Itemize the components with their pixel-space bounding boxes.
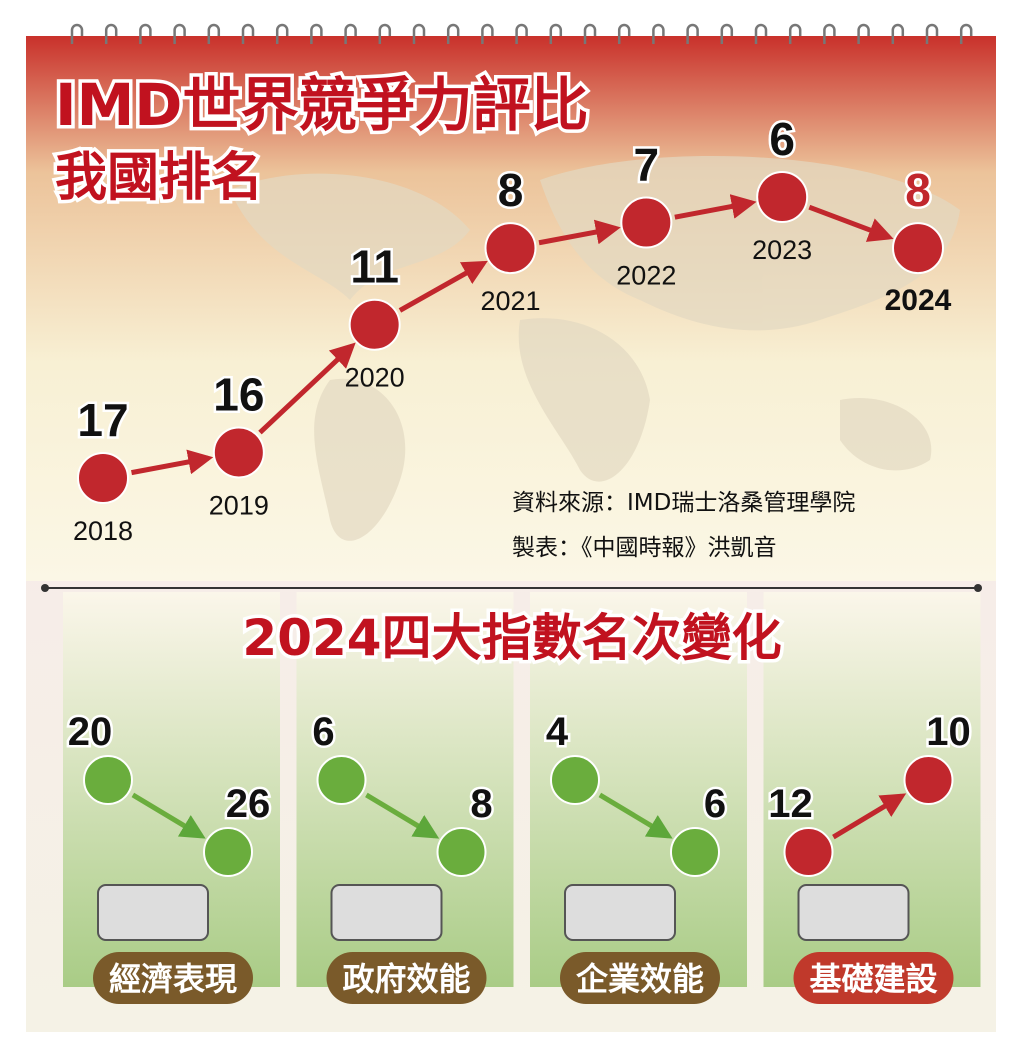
panel-name: 政府效能: [342, 960, 470, 998]
rank-label: 8: [498, 164, 524, 216]
arrow: [258, 342, 356, 435]
rank-dot: [212, 426, 265, 479]
rank-dot: [670, 827, 720, 877]
arrow: [131, 792, 206, 839]
rank-label: 8: [470, 782, 492, 826]
ring: [344, 23, 357, 44]
ring: [515, 23, 528, 44]
ring: [549, 23, 563, 44]
arrow: [365, 792, 440, 839]
ring: [207, 23, 221, 44]
icon: [97, 884, 209, 941]
plot: 17 2018 16 2019 11 2020 8 2021 7 2022 6 2023 8 2024 20…: [65, 111, 973, 1004]
rank-label: 10: [926, 710, 971, 754]
icon: [330, 884, 443, 941]
ring: [310, 23, 323, 44]
credit: 製表：《中國時報》洪凱音: [512, 535, 777, 561]
panel-name: 企業效能: [576, 960, 704, 998]
ring: [446, 23, 460, 44]
ring: [925, 23, 939, 44]
ring: [959, 23, 973, 44]
rank-label: 8: [905, 164, 931, 216]
year-label: 2024: [885, 284, 952, 317]
ring: [857, 23, 870, 44]
arrow: [598, 792, 673, 839]
rank-dot: [903, 755, 954, 805]
ring: [70, 23, 84, 44]
rank-label: 20: [68, 710, 113, 754]
arrow: [674, 194, 757, 220]
year-label: 2019: [209, 490, 269, 520]
ring: [788, 23, 802, 44]
source: 資料來源：IMD瑞士洛桑管理學院: [512, 490, 855, 516]
rank-label: 16: [213, 368, 264, 420]
rank-label: 12: [768, 782, 813, 826]
rank-label: 6: [769, 113, 795, 165]
ring: [720, 23, 734, 44]
ring: [754, 23, 768, 44]
ring: [173, 23, 186, 44]
rank-dot: [783, 827, 834, 877]
chart-subtitle: 我國排名: [55, 148, 263, 208]
rank-dot: [756, 171, 809, 223]
binder-rings: [70, 23, 973, 44]
rank-label: 17: [77, 394, 128, 446]
panel-name: 經濟表現: [109, 960, 237, 998]
divider-dot: [41, 584, 49, 592]
rank-dot: [316, 755, 367, 805]
year-label: 2023: [752, 235, 812, 265]
ring: [583, 23, 597, 44]
label-pill: [326, 952, 487, 1004]
year-label: 2020: [345, 363, 405, 393]
panel-name: 基礎建設: [809, 960, 937, 998]
ring: [139, 23, 152, 44]
rank-label: 6: [312, 710, 334, 754]
ring: [823, 23, 836, 44]
arrow: [808, 204, 894, 242]
rank-dot: [83, 755, 133, 805]
arrow: [538, 219, 621, 246]
rank-dot: [348, 298, 401, 351]
ring: [617, 23, 631, 44]
year-label: 2018: [73, 516, 133, 546]
arrow: [131, 449, 214, 476]
ring: [104, 23, 118, 44]
icon: [797, 884, 910, 941]
rank-label: 7: [634, 139, 660, 191]
rank-dot: [550, 755, 600, 805]
label-pill: [793, 952, 954, 1004]
rank-label: 6: [704, 782, 726, 826]
ring: [378, 23, 392, 44]
ring: [652, 23, 665, 44]
rank-label: 11: [350, 241, 399, 293]
chart-title: IMD世界競爭力評比: [55, 71, 588, 139]
ring: [275, 23, 289, 44]
rank-dot: [203, 827, 253, 877]
rank-dot: [484, 222, 537, 275]
ring: [412, 23, 426, 44]
icon: [564, 884, 676, 941]
rank-dot: [77, 452, 129, 504]
label-pill: [560, 952, 720, 1004]
rank-dot: [436, 827, 487, 877]
year-label: 2021: [480, 286, 540, 316]
ring: [686, 23, 699, 44]
arrow: [832, 793, 907, 840]
year-label: 2022: [616, 261, 676, 291]
rank-label: 4: [546, 710, 569, 754]
ring: [481, 23, 494, 44]
ring: [891, 23, 905, 44]
rank-label: 26: [226, 782, 271, 826]
panel-title: 2024四大指數名次變化: [242, 609, 781, 667]
label-pill: [93, 952, 253, 1004]
arrow: [398, 260, 488, 313]
ring: [241, 23, 255, 44]
rank-dot: [892, 222, 944, 275]
rank-dot: [620, 196, 673, 249]
divider-dot: [974, 584, 982, 592]
